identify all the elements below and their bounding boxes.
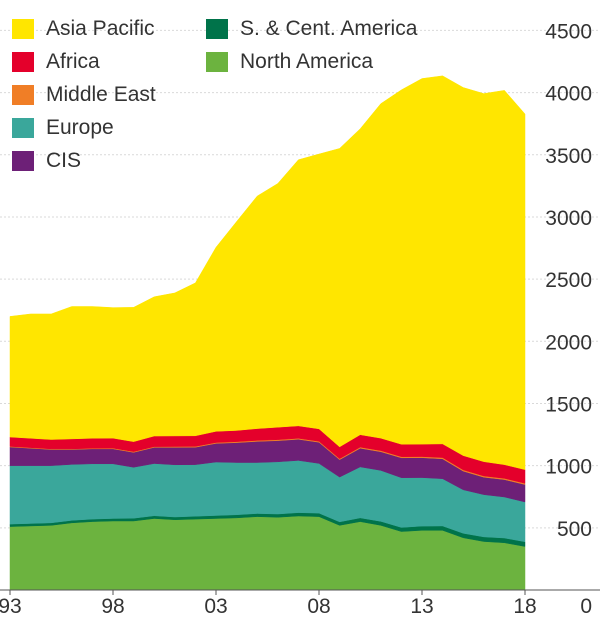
y-tick-label-3500: 3500 xyxy=(545,145,592,168)
legend-label-asia-pacific: Asia Pacific xyxy=(46,16,155,40)
legend-swatch-s-cent-america xyxy=(206,18,228,39)
legend-swatch-middle-east xyxy=(12,84,34,105)
x-tick-label-03: 03 xyxy=(204,595,227,618)
legend-item-s-cent-america: S. & Cent. America xyxy=(206,12,417,45)
legend-column-1: Asia Pacific Africa Middle East Europe CIS xyxy=(12,12,156,177)
legend-label-middle-east: Middle East xyxy=(46,82,156,106)
legend-label-north-america: North America xyxy=(240,49,374,73)
y-tick-label-2000: 2000 xyxy=(545,331,592,354)
y-tick-label-1000: 1000 xyxy=(545,456,592,479)
y-tick-label-1500: 1500 xyxy=(545,393,592,416)
legend-item-europe: Europe xyxy=(12,111,156,144)
y-tick-label-2500: 2500 xyxy=(545,269,592,292)
legend-column-2: S. & Cent. America North America xyxy=(206,12,417,78)
legend-item-asia-pacific: Asia Pacific xyxy=(12,12,156,45)
legend-swatch-north-america xyxy=(206,51,228,72)
axes: 0 500 1000 1500 2000 2500 3000 3500 4000 4500 93 98… xyxy=(0,20,600,618)
x-tick-label-93: 93 xyxy=(0,595,22,618)
x-tick-label-08: 08 xyxy=(307,595,330,618)
legend-label-africa: Africa xyxy=(46,49,100,73)
legend-swatch-asia-pacific xyxy=(12,18,34,39)
x-tick-label-98: 98 xyxy=(101,595,124,618)
legend-swatch-cis xyxy=(12,150,34,171)
x-tick-label-13: 13 xyxy=(410,595,433,618)
y-tick-label-0: 0 xyxy=(580,595,592,618)
y-tick-label-3000: 3000 xyxy=(545,207,592,230)
legend-swatch-europe xyxy=(12,117,34,138)
y-tick-label-4000: 4000 xyxy=(545,83,592,106)
legend-item-cis: CIS xyxy=(12,144,156,177)
legend-item-middle-east: Middle East xyxy=(12,78,156,111)
area-asia-pacific xyxy=(9,75,526,470)
x-tick-label-18: 18 xyxy=(513,595,536,618)
legend-swatch-africa xyxy=(12,51,34,72)
legend-label-s-cent-america: S. & Cent. America xyxy=(240,16,418,40)
area-series xyxy=(9,75,526,591)
legend-item-africa: Africa xyxy=(12,45,156,78)
legend-label-cis: CIS xyxy=(46,148,82,172)
y-tick-label-4500: 4500 xyxy=(545,20,592,43)
y-tick-label-500: 500 xyxy=(557,518,592,541)
legend-label-europe: Europe xyxy=(46,115,114,139)
legend-item-north-america: North America xyxy=(206,45,417,78)
